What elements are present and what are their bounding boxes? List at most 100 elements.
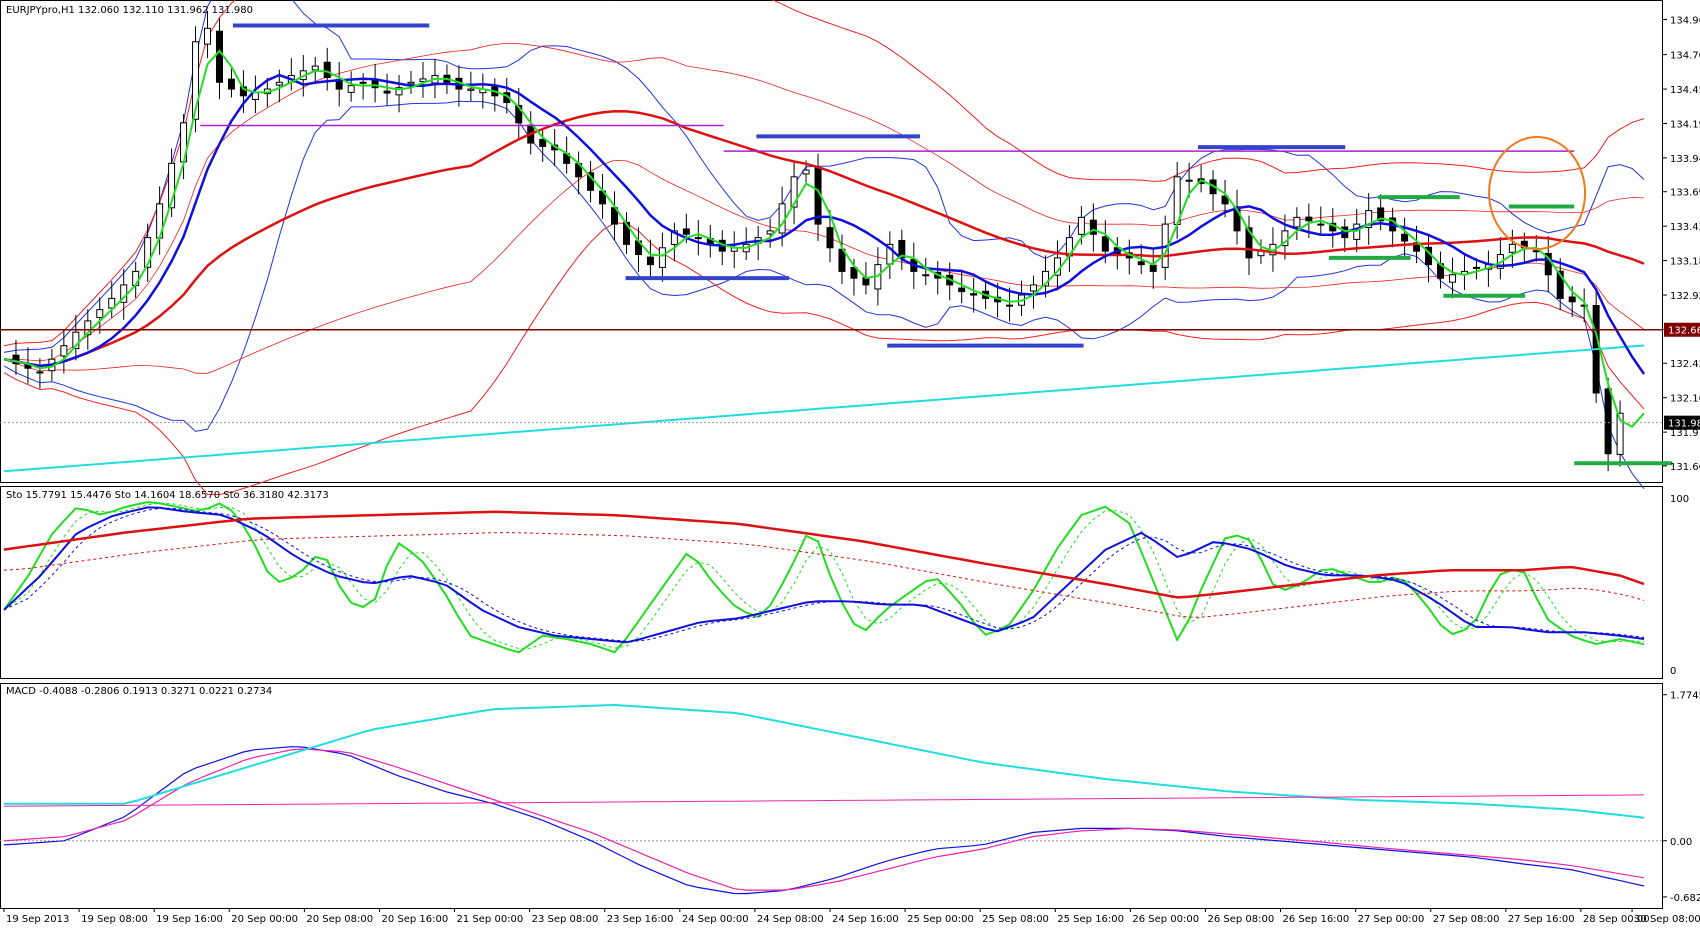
lower-band-blue: [3, 100, 1645, 490]
stochastic-slow-line[interactable]: [3, 510, 1645, 599]
candle-bear[interactable]: [323, 61, 331, 79]
stochastic-signal-main: [3, 507, 1645, 642]
candle-bull[interactable]: [84, 320, 92, 336]
macd-tick-label: -0.6823: [1670, 893, 1700, 904]
candle-bull[interactable]: [1580, 304, 1588, 307]
candle-bear[interactable]: [1305, 216, 1313, 222]
candle-bull[interactable]: [359, 81, 367, 84]
candle-bear[interactable]: [970, 293, 978, 296]
time-tick-label: 27 Sep 00:00: [1358, 914, 1425, 925]
candle-bull[interactable]: [204, 27, 212, 45]
candle-bear[interactable]: [1149, 264, 1157, 272]
candle-bull[interactable]: [1616, 412, 1624, 455]
lower-inner-band-red: [3, 159, 1645, 374]
candle-bear[interactable]: [383, 90, 391, 94]
candle-bear[interactable]: [239, 86, 247, 97]
price-pane[interactable]: [0, 0, 1673, 496]
price-tick-label: 134.450: [1670, 85, 1700, 96]
candle-bear[interactable]: [12, 354, 20, 365]
candle-bull[interactable]: [1317, 223, 1325, 226]
price-tick-label: 132.420: [1670, 359, 1700, 370]
candle-bull[interactable]: [72, 331, 80, 350]
candle-bear[interactable]: [36, 371, 44, 374]
price-tick-label: 134.705: [1670, 51, 1700, 62]
candle-bull[interactable]: [1365, 210, 1373, 228]
ma-long-line: [3, 344, 1645, 473]
candle-bear[interactable]: [850, 266, 858, 279]
candle-bull[interactable]: [144, 237, 152, 268]
candle-bull[interactable]: [168, 162, 176, 209]
stochastic-signal-fast: [3, 502, 1645, 650]
candle-bear[interactable]: [1221, 195, 1229, 205]
candle-bull[interactable]: [275, 81, 283, 86]
candle-bear[interactable]: [646, 256, 654, 266]
candle-bull[interactable]: [407, 81, 415, 85]
candle-bear[interactable]: [227, 78, 235, 90]
candle-bear[interactable]: [1401, 233, 1409, 242]
candle-bear[interactable]: [1556, 270, 1564, 299]
candle-bull[interactable]: [790, 176, 798, 208]
upper-band-blue: [3, 0, 1645, 353]
candle-bear[interactable]: [1137, 261, 1145, 266]
candle-bear[interactable]: [1568, 296, 1576, 303]
candle-bear[interactable]: [215, 30, 223, 83]
highlight-circle[interactable]: [1488, 136, 1587, 251]
candle-bull[interactable]: [108, 297, 116, 309]
candle-bear[interactable]: [1472, 266, 1480, 269]
candle-bull[interactable]: [694, 237, 702, 240]
candle-bear[interactable]: [1604, 388, 1612, 455]
time-tick-label: 26 Sep 16:00: [1283, 914, 1350, 925]
price-label-box: [1664, 322, 1700, 337]
time-tick-label: 19 Sep 16:00: [156, 914, 223, 925]
candle-bull[interactable]: [96, 309, 104, 318]
macd-macd-line[interactable]: [3, 746, 1645, 895]
stochastic-tick-label: 0: [1670, 666, 1676, 677]
candle-bull[interactable]: [670, 230, 678, 245]
candle-bull[interactable]: [1077, 216, 1085, 235]
time-tick-label: 25 Sep 00:00: [907, 914, 974, 925]
candle-bull[interactable]: [192, 41, 200, 120]
time-tick-label: 20 Sep 00:00: [231, 914, 298, 925]
candle-bull[interactable]: [347, 85, 355, 93]
candle-bull[interactable]: [766, 230, 774, 235]
candle-bear[interactable]: [1101, 236, 1109, 252]
candle-bull[interactable]: [311, 65, 319, 71]
candle-bull[interactable]: [395, 87, 403, 96]
candle-bull[interactable]: [467, 88, 475, 91]
macd-long-line[interactable]: [4, 703, 1645, 819]
candle-bear[interactable]: [1377, 207, 1385, 222]
candle-bull[interactable]: [1448, 274, 1456, 283]
candle-bull[interactable]: [1508, 243, 1516, 253]
candle-bear[interactable]: [515, 105, 523, 124]
candle-bull[interactable]: [922, 274, 930, 277]
candle-bear[interactable]: [1544, 252, 1552, 276]
time-tick-label: 23 Sep 08:00: [532, 914, 599, 925]
candle-bear[interactable]: [1245, 227, 1253, 259]
candle-bear[interactable]: [682, 228, 690, 235]
time-tick-label: 19 Sep 2013: [6, 914, 69, 925]
stochastic-fast-line[interactable]: [3, 501, 1645, 654]
candle-bear[interactable]: [826, 227, 834, 249]
time-tick-label: 24 Sep 00:00: [682, 914, 749, 925]
candle-bear[interactable]: [1089, 219, 1097, 235]
candle-bear[interactable]: [539, 138, 547, 147]
candle-bull[interactable]: [1185, 179, 1193, 182]
pane-border: [0, 0, 1663, 483]
candle-bull[interactable]: [802, 169, 810, 175]
candle-bull[interactable]: [1293, 216, 1301, 228]
candle-bull[interactable]: [1041, 270, 1049, 287]
macd-pane[interactable]: [0, 703, 1662, 895]
candle-bull[interactable]: [419, 78, 427, 83]
candle-bear[interactable]: [958, 287, 966, 293]
time-tick-label: 19 Sep 08:00: [81, 914, 148, 925]
candle-bull[interactable]: [778, 203, 786, 234]
candle-bull[interactable]: [1030, 284, 1038, 292]
candle-bull[interactable]: [658, 247, 666, 268]
candle-bull[interactable]: [1006, 304, 1014, 307]
stochastic-pane[interactable]: [3, 501, 1645, 654]
candle-bear[interactable]: [1532, 250, 1540, 253]
candle-bull[interactable]: [60, 345, 68, 357]
macd-signal-line[interactable]: [3, 748, 1645, 891]
time-tick-label: 27 Sep 16:00: [1508, 914, 1575, 925]
